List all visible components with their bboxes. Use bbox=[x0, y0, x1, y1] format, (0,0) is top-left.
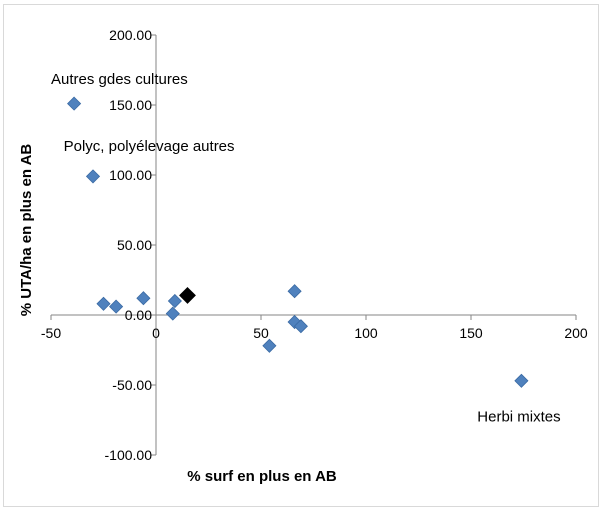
data-point bbox=[287, 284, 302, 299]
y-tick-label: 200.00 bbox=[109, 27, 152, 43]
data-point bbox=[514, 373, 529, 388]
x-tick-label: 200 bbox=[564, 325, 588, 341]
data-point bbox=[262, 338, 277, 353]
x-tick-label: 150 bbox=[459, 325, 483, 341]
x-tick-label: -50 bbox=[41, 325, 61, 341]
highlighted-data-point bbox=[179, 286, 196, 304]
y-axis-title: % UTA/ha en plus en AB bbox=[18, 144, 35, 317]
x-tick-label: 100 bbox=[354, 325, 378, 341]
y-tick-label: 150.00 bbox=[109, 97, 152, 113]
y-tick-label: 50.00 bbox=[117, 237, 152, 253]
data-point bbox=[67, 96, 82, 111]
x-tick-label: 0 bbox=[152, 325, 160, 341]
data-point bbox=[293, 319, 308, 334]
data-point bbox=[136, 291, 151, 306]
y-tick-label: 100.00 bbox=[109, 167, 152, 183]
x-tick-label: 50 bbox=[253, 325, 269, 341]
point-annotation: Autres gdes cultures bbox=[51, 71, 188, 88]
scatter-chart: 200.00 150.00 100.00 50.00 0.00 -50.00 -100.00… bbox=[18, 27, 588, 485]
data-point bbox=[167, 293, 182, 309]
y-tick-label: -100.00 bbox=[105, 447, 153, 463]
data-point bbox=[165, 306, 180, 321]
point-annotation: Herbi mixtes bbox=[477, 408, 560, 425]
x-axis-title: % surf en plus en AB bbox=[187, 468, 337, 485]
point-annotation: Polyc, polyélevage autres bbox=[64, 138, 235, 155]
chart-area: 200.00 150.00 100.00 50.00 0.00 -50.00 -100.00… bbox=[3, 4, 599, 507]
data-point bbox=[96, 296, 111, 311]
data-point bbox=[85, 169, 101, 184]
y-tick-label: 0.00 bbox=[125, 307, 152, 323]
data-point bbox=[109, 299, 124, 314]
y-tick-label: -50.00 bbox=[112, 377, 152, 393]
